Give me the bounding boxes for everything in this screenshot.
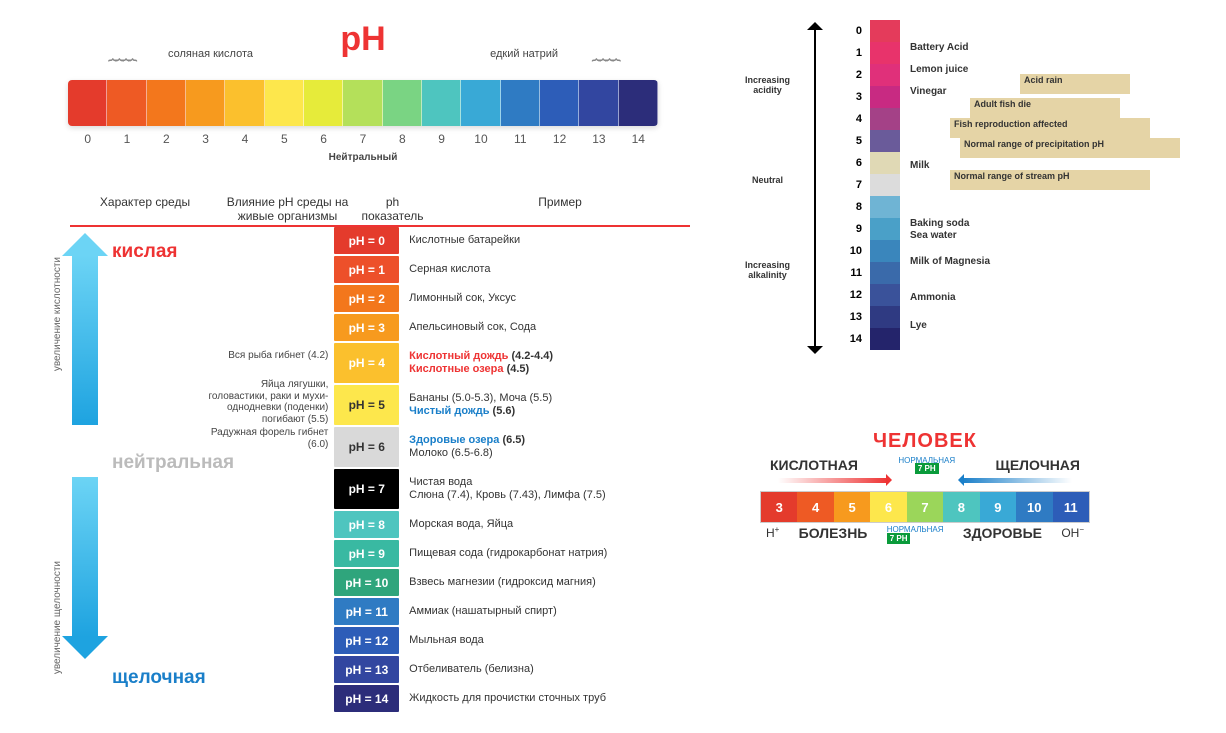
example-column: Кислотные батарейкиСерная кислотаЛимонны…: [399, 227, 690, 714]
vertical-arrow-axis: [795, 28, 835, 348]
table-header: Характер среды Влияние pH среды на живые…: [70, 195, 690, 227]
right-substance-label: едкий натрий: [490, 48, 558, 60]
ph-number-column: 01234567891011121314: [840, 20, 866, 350]
arrow-axis: увеличение кислотности увеличение щелочн…: [70, 227, 96, 714]
arrow-down-icon: [72, 477, 98, 637]
spectrum-bar: [68, 80, 658, 126]
organism-column: Вся рыба гибнет (4.2)Яйца лягушки, голов…: [200, 227, 335, 714]
column-header: Пример: [430, 195, 690, 223]
column-header: Характер среды: [70, 195, 220, 223]
human-ph-chart: ЧЕЛОВЕК КИСЛОТНАЯ НОРМАЛЬНАЯ7 PH ЩЕЛОЧНА…: [760, 430, 1090, 543]
acid-label: кислая: [112, 241, 177, 263]
column-header: ph показатель: [355, 195, 430, 223]
alkaline-label: щелочная: [112, 667, 206, 689]
ph-color-column: [870, 20, 900, 350]
ph-substance-table: Характер среды Влияние pH среды на живые…: [70, 195, 690, 714]
arrow-up-icon: [72, 255, 98, 425]
spectrum-ticks: 01234567891011121314: [68, 132, 658, 146]
neutral-label: Нейтральный: [329, 152, 398, 163]
english-ph-chart: Increasingacidity Neutral Increasingalka…: [740, 20, 1210, 380]
left-substance-label: соляная кислота: [168, 48, 253, 60]
ph-badge-column: pH = 0pH = 1pH = 2pH = 3pH = 4pH = 5pH =…: [334, 227, 399, 714]
human-title: ЧЕЛОВЕК: [760, 430, 1090, 453]
human-spectrum-bar: 34567891011: [760, 491, 1090, 523]
column-header: Влияние pH среды на живые организмы: [220, 195, 355, 223]
ph-title: pH: [340, 20, 385, 59]
